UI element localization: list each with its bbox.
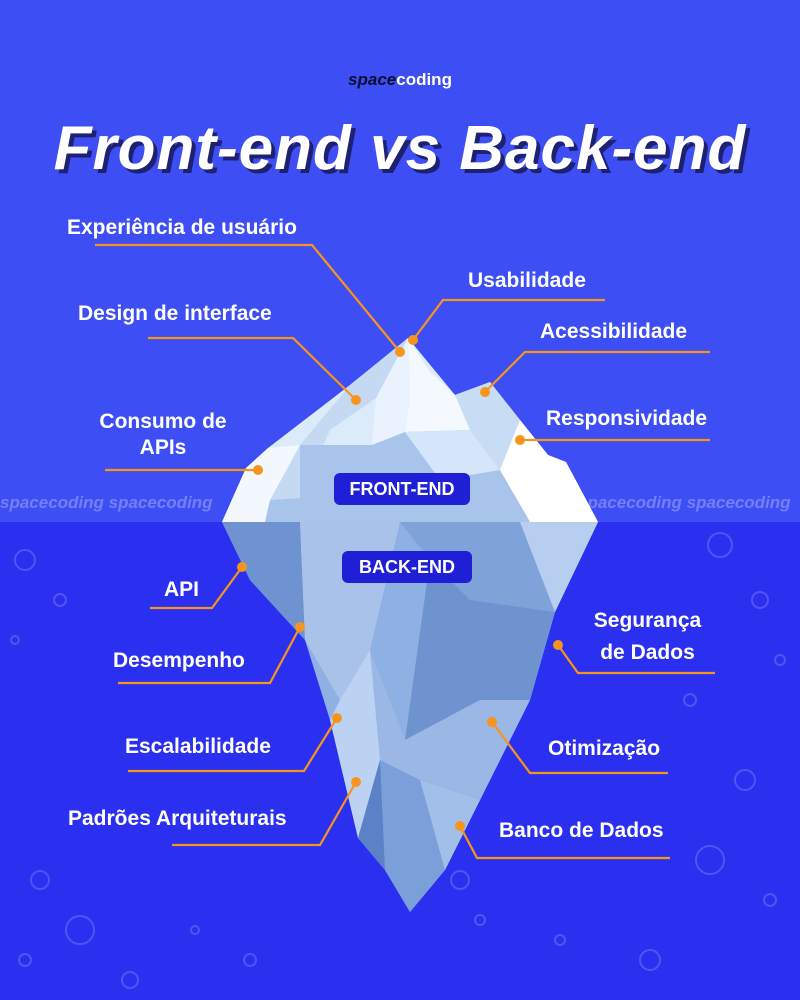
front-end-badge: FRONT-END [334, 473, 470, 505]
label-otimizacao: Otimização [548, 737, 661, 760]
iceberg-underwater [222, 522, 598, 912]
back-end-badge: BACK-END [342, 551, 472, 583]
page-title: Front-end vs Back-end [53, 114, 747, 183]
brand-logo: spacecoding [0, 70, 800, 90]
label-experiencia-de-usuario: Experiência de usuário [67, 216, 297, 239]
leader-dots [237, 335, 563, 831]
label-escalabilidade: Escalabilidade [125, 735, 271, 758]
brand-part2: coding [396, 70, 452, 89]
label-design-de-interface: Design de interface [78, 302, 272, 325]
label-padroes-arquiteturais: Padrões Arquiteturais [68, 807, 287, 830]
bubbles [10, 532, 786, 989]
label-responsividade: Responsividade [546, 407, 708, 430]
watermark-right: spacecoding spacecoding [578, 493, 791, 512]
label-banco-de-dados: Banco de Dados [499, 819, 664, 842]
watermark-left: spacecoding spacecoding [0, 493, 213, 512]
label-api: API [164, 578, 200, 601]
label-desempenho: Desempenho [113, 649, 245, 672]
label-usabilidade: Usabilidade [468, 269, 586, 292]
label-consumo-de-apis: Consumo de APIs [99, 410, 227, 459]
leader-lines [95, 243, 715, 860]
label-seguranca-de-dados: Segurança de Dados [593, 609, 702, 664]
label-acessibilidade: Acessibilidade [540, 320, 688, 343]
brand-part1: space [348, 70, 397, 89]
